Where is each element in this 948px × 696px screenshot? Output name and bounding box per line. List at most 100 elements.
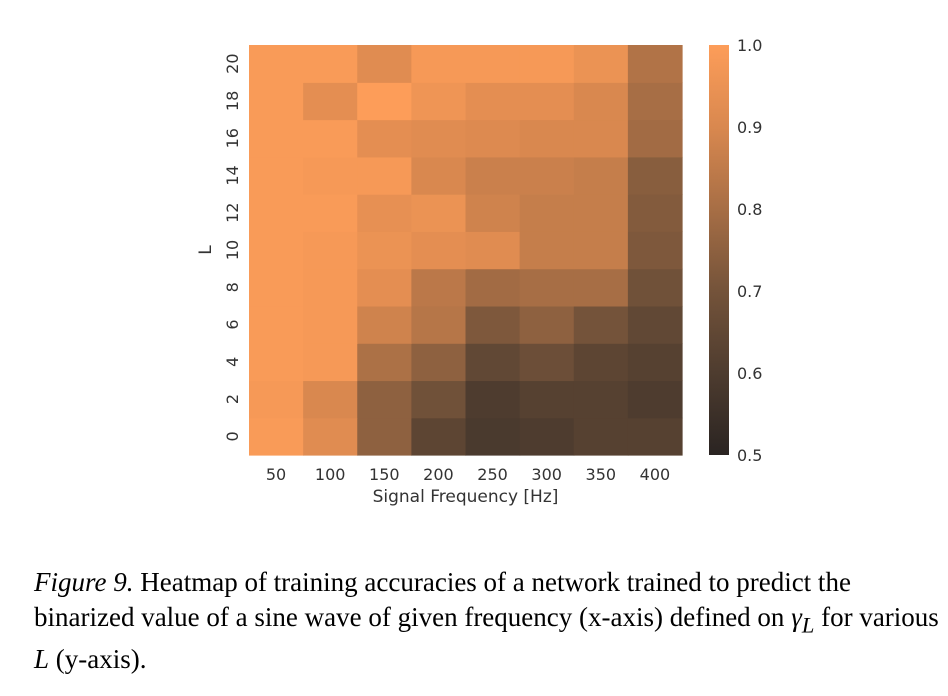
y-tick-label: 20: [223, 53, 242, 73]
heatmap-cell: [573, 119, 629, 158]
heatmap-cell: [573, 82, 629, 121]
heatmap-cell: [519, 343, 575, 382]
gamma-subscript: L: [801, 612, 815, 638]
x-tick-label: 350: [586, 465, 617, 484]
heatmap-cell: [465, 268, 521, 307]
x-tick-label: 250: [477, 465, 508, 484]
heatmap-cell: [519, 156, 575, 195]
colorbar-tick-label: 0.9: [737, 118, 762, 137]
heatmap-cell: [627, 268, 683, 307]
heatmap-cell: [573, 343, 629, 382]
y-tick-label: 14: [223, 165, 242, 185]
colorbar-tick-label: 0.6: [737, 364, 762, 383]
heatmap-cell: [249, 82, 304, 121]
heatmap-cell: [519, 231, 575, 270]
heatmap-cell: [465, 82, 521, 121]
heatmap-cell: [357, 343, 412, 382]
heatmap-figure: 50 100 150 200 250 300 350 400 0 2 4 6 8 10 12 14 16 18 2…: [196, 36, 762, 507]
heatmap-cell: [249, 343, 304, 382]
heatmap-cell: [411, 231, 467, 270]
heatmap-cell: [357, 82, 412, 121]
heatmap-cell: [357, 268, 412, 307]
heatmap-cell: [249, 305, 304, 344]
variable-l: L: [34, 644, 50, 675]
x-tick-label: 150: [369, 465, 400, 484]
heatmap-cell: [573, 231, 629, 270]
x-axis-label: Signal Frequency [Hz]: [373, 487, 559, 507]
heatmap-cell: [411, 417, 467, 456]
heatmap-cell: [303, 82, 358, 121]
heatmap-cell: [249, 194, 304, 232]
heatmap-cell: [465, 305, 521, 344]
y-tick-label: 2: [223, 394, 242, 404]
heatmap-cell: [411, 194, 467, 232]
x-tick-labels: 50 100 150 200 250 300 350 400: [266, 465, 670, 484]
colorbar-tick-labels: 0.5 0.6 0.7 0.8 0.9 1.0: [737, 36, 762, 465]
x-tick-label: 100: [315, 465, 346, 484]
heatmap-cell: [303, 380, 358, 419]
y-tick-label: 8: [223, 282, 242, 292]
heatmap-cell: [357, 194, 412, 232]
heatmap-cell: [627, 343, 683, 382]
heatmap-cell: [519, 305, 575, 344]
heatmap-cell: [519, 268, 575, 307]
heatmap-cell: [249, 45, 304, 83]
heatmap-cell: [627, 194, 683, 232]
heatmap-cell: [573, 45, 629, 83]
heatmap-cell: [627, 156, 683, 195]
heatmap-cell: [465, 194, 521, 232]
colorbar-tick-label: 1.0: [737, 36, 762, 55]
y-tick-label: 18: [223, 91, 242, 111]
y-tick-label: 4: [223, 357, 242, 367]
heatmap-cell: [357, 45, 412, 83]
heatmap-cell: [411, 268, 467, 307]
heatmap-cell: [573, 268, 629, 307]
heatmap-cell: [573, 156, 629, 195]
heatmap-cell: [357, 380, 412, 419]
heatmap-cell: [411, 343, 467, 382]
heatmap-cell: [627, 119, 683, 158]
heatmap-cell: [627, 45, 683, 83]
heatmap-cell: [303, 119, 358, 158]
heatmap-cell: [303, 268, 358, 307]
x-tick-label: 200: [423, 465, 454, 484]
y-tick-label: 10: [223, 240, 242, 260]
heatmap-cell: [303, 156, 358, 195]
caption-text-mid: for various: [814, 602, 939, 632]
caption-text-pre: Heatmap of training accuracies of a netw…: [34, 567, 851, 632]
heatmap-cell: [411, 380, 467, 419]
heatmap-cell: [411, 119, 467, 158]
heatmap-cell: [465, 156, 521, 195]
heatmap-cell: [519, 194, 575, 232]
y-tick-label: 6: [223, 319, 242, 329]
heatmap-cell: [465, 343, 521, 382]
heatmap-cell: [627, 82, 683, 121]
heatmap-cell: [465, 231, 521, 270]
heatmap-cell: [249, 119, 304, 158]
heatmap-cell: [303, 343, 358, 382]
heatmap-cell: [465, 45, 521, 83]
colorbar-tick-label: 0.8: [737, 200, 762, 219]
y-tick-label: 0: [223, 431, 242, 441]
colorbar: [709, 45, 729, 455]
heatmap-cell: [573, 380, 629, 419]
heatmap-cell: [465, 119, 521, 158]
heatmap-cell: [249, 156, 304, 195]
heatmap-cell: [627, 305, 683, 344]
heatmap-cell: [519, 119, 575, 158]
y-axis-label: L: [196, 245, 216, 255]
heatmap-cell: [411, 82, 467, 121]
y-tick-label: 16: [223, 128, 242, 148]
heatmap-cell: [519, 45, 575, 83]
heatmap-cell: [303, 417, 358, 456]
heatmap-cells: [249, 45, 683, 456]
heatmap-cell: [249, 231, 304, 270]
heatmap-cell: [627, 380, 683, 419]
heatmap-cell: [411, 156, 467, 195]
x-tick-label: 400: [640, 465, 671, 484]
colorbar-tick-label: 0.5: [737, 446, 762, 465]
heatmap-cell: [573, 305, 629, 344]
heatmap-cell: [303, 231, 358, 270]
heatmap-cell: [627, 417, 683, 456]
figure-label: Figure 9.: [34, 567, 134, 597]
